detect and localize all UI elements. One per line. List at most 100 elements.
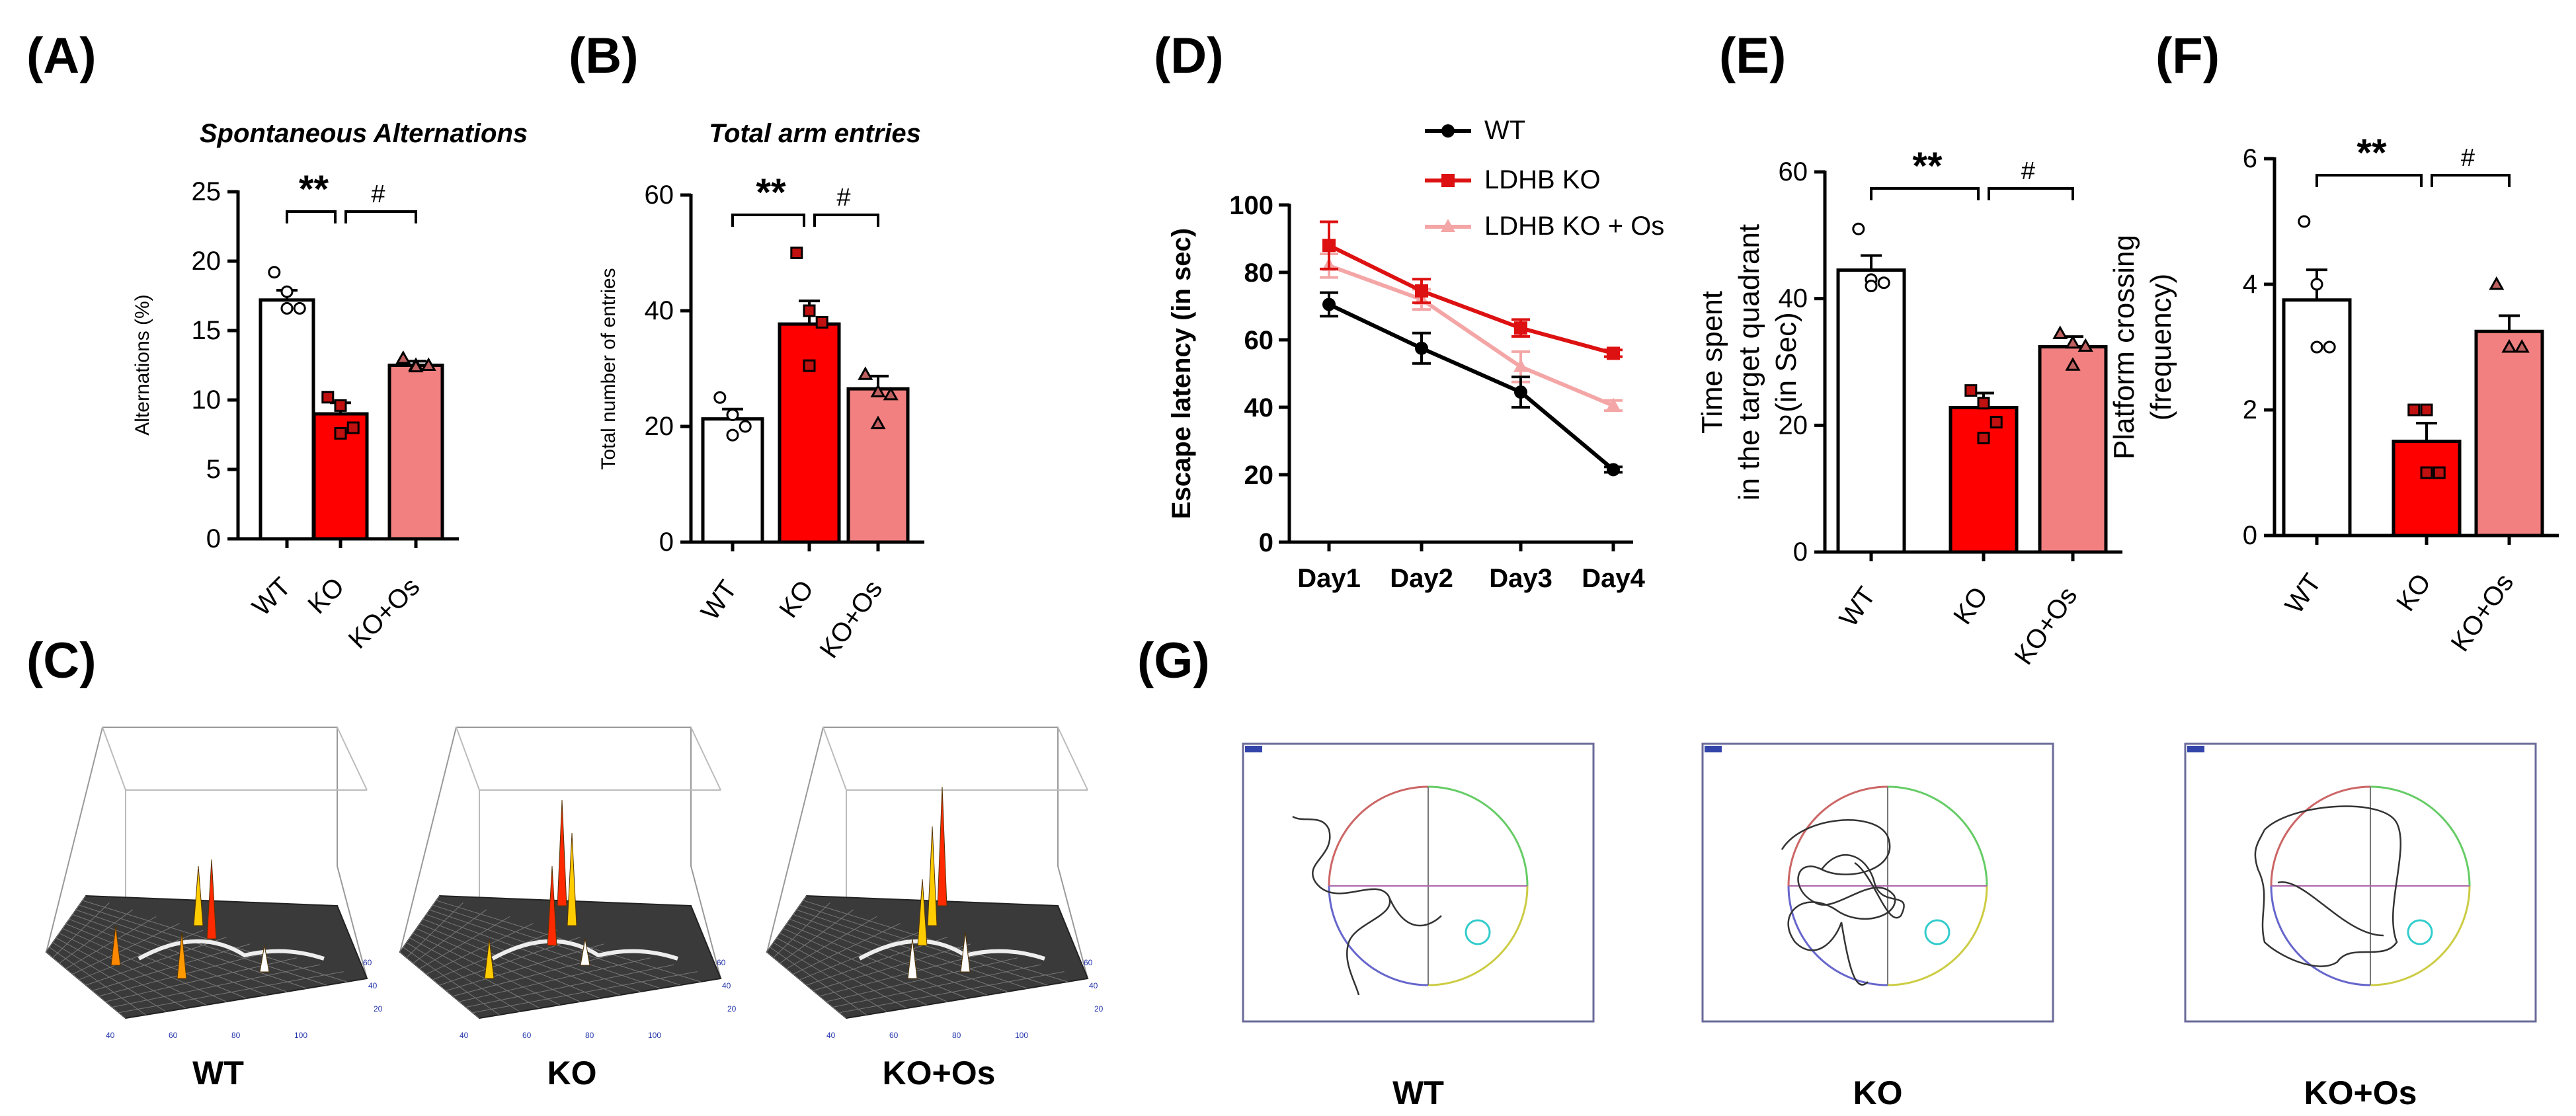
category-label: KO [2391,569,2436,617]
significance-bracket [2431,174,2511,187]
axis-tick-label: 80 [231,1031,241,1040]
panel-label-d: (D) [1154,28,1224,84]
activity-peak [259,945,270,973]
quadrant-arc [1428,885,1529,986]
data-point [2514,339,2530,353]
data-point [2298,215,2311,228]
y-tick-label: 0 [206,524,221,553]
axis-tick-label: 100 [294,1031,307,1040]
y-axis-title: (in Sec) [1770,312,1802,413]
chart-title: Total arm entries [709,119,921,148]
y-tick-label: 0 [1259,528,1273,557]
data-point [2420,466,2433,479]
y-tick-label: 20 [1779,411,1808,440]
data-point [1415,284,1428,298]
data-point [395,350,411,364]
data-point [280,285,294,298]
category-label: KO [1948,582,1993,630]
category-label: KO+Os [814,575,888,664]
data-point [2407,403,2421,417]
data-point [2065,335,2081,349]
data-point [790,247,803,259]
category-label: WT [696,575,743,625]
series-line [1328,243,1614,356]
grid-line [112,964,321,1008]
axis-tick-label: 60 [717,958,726,967]
bar-ko [2392,440,2462,538]
data-point [803,304,816,317]
significance-label: ** [299,168,329,211]
heatmap-caption: KO [547,1055,597,1092]
bar-koos [387,364,444,541]
activity-peak [547,865,557,946]
quadrant-arc [1328,785,1429,887]
grid-line [839,971,1065,1014]
axis-tick-label: 40 [722,981,731,990]
quadrant-arc [1428,785,1529,887]
axis-tick-label: 20 [374,1004,383,1014]
grid-line [465,964,674,1008]
data-point [1322,239,1336,253]
y-axis-title: in the target quadrant [1733,224,1765,500]
bar-koos [2038,345,2108,554]
axis-tick-label: 60 [363,958,372,967]
heatmap-plot: 40 60 80 100 20 40 60 KO+Os [766,727,1104,1092]
swim-path-caption: WT [1392,1074,1444,1111]
x-tick-label: Day1 [1297,564,1361,593]
data-point [1977,397,1990,410]
chart-title: Spontaneous Alternations [200,119,528,148]
data-point [408,358,424,373]
data-point [1415,341,1428,355]
y-tick-label: 0 [659,528,674,557]
category-label: KO+Os [2445,569,2519,657]
data-point [1852,222,1865,235]
bar-koos [2474,329,2544,538]
y-tick-label: 5 [206,455,221,484]
y-tick-label: 0 [2243,521,2257,550]
data-point [815,316,828,329]
y-tick-label: 80 [1244,259,1274,288]
activity-peak [206,859,217,939]
heatmap-caption: WT [192,1055,244,1092]
activity-peak [193,865,204,926]
bar-koos [846,387,910,544]
data-point [1514,321,1527,335]
y-axis-title: (frequency) [2145,274,2177,421]
y-tick-label: 20 [1244,461,1274,490]
legend-marker [1441,174,1455,187]
data-point [870,415,886,430]
data-point [2433,466,2446,479]
swim-path-caption: KO+Os [2304,1074,2417,1111]
activity-peak [960,932,971,973]
data-point [321,391,335,404]
quadrant-arc [1887,885,1988,986]
data-point [1977,432,1990,444]
chart-target-quadrant-time: WT KO KO+Os 0 20 40 60 Time spent in the target … [1696,145,2122,670]
swim-trace [1781,819,1905,986]
data-point [280,301,294,315]
category-label: WT [1834,582,1882,632]
activity-peak [484,938,495,979]
activity-peak [907,938,918,979]
data-point [858,366,873,380]
significance-bracket [2315,174,2423,187]
platform-marker [2407,919,2433,945]
activity-ridge [491,939,678,961]
data-point [1513,358,1528,372]
heatmap-plot: 40 60 80 100 20 40 60 KO [399,727,737,1092]
y-tick-label: 25 [192,177,221,206]
activity-peak [557,799,567,906]
axis-tick-label: 60 [169,1031,178,1040]
data-point [1514,385,1527,399]
y-tick-label: 60 [1779,157,1808,186]
panel-label-a: (A) [26,28,97,84]
platform-marker [1924,919,1951,945]
quadrant-arc [2370,885,2471,986]
x-tick-label: Day4 [1582,564,1645,593]
arena-frame [1701,742,2054,1023]
bar-wt [1836,268,1906,554]
data-point [1865,280,1878,292]
bar-ko [1949,406,2019,554]
axis-tick-label: 40 [826,1031,836,1040]
